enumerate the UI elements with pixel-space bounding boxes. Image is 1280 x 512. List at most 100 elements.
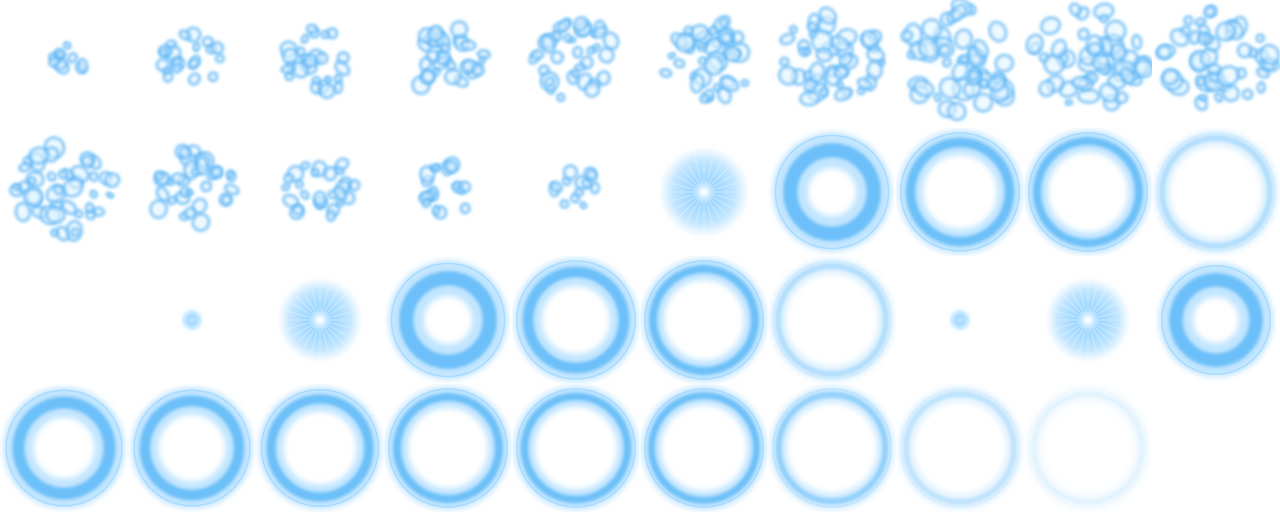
bubble xyxy=(188,72,201,86)
bubble xyxy=(1203,5,1216,19)
bubble-cluster xyxy=(659,15,750,104)
sprite-frame-17 xyxy=(896,128,1024,256)
bubble xyxy=(778,65,798,86)
sprite-frame-graphic xyxy=(659,147,749,237)
sprite-frame-graphic xyxy=(659,15,750,104)
burst-ray xyxy=(1072,319,1089,347)
sprite-frame-graphic xyxy=(155,26,225,86)
bubble xyxy=(313,190,327,206)
bubble xyxy=(221,194,233,206)
bubble xyxy=(459,202,471,214)
bubble xyxy=(574,63,586,72)
bubble xyxy=(708,25,718,37)
bubble xyxy=(1077,28,1090,41)
sprite-frame-graphic xyxy=(948,308,972,332)
bubble xyxy=(319,83,336,99)
sprite-frame-23 xyxy=(384,256,512,384)
shock-ring xyxy=(3,387,125,509)
sprite-frame-graphic xyxy=(770,258,894,382)
burst-ray xyxy=(319,311,350,321)
sprite-frame-graphic xyxy=(1026,130,1150,254)
sprite-frame-34 xyxy=(512,384,640,512)
sprite-frame-29 xyxy=(1152,256,1280,384)
bubble xyxy=(303,53,318,68)
bubble-cluster xyxy=(778,6,886,106)
bubble xyxy=(295,180,304,189)
bubble xyxy=(933,92,942,102)
sprite-frame-graphic xyxy=(1158,262,1274,378)
ring-core xyxy=(520,392,632,504)
burst-ray xyxy=(278,308,321,321)
burst-ray xyxy=(1061,319,1089,347)
bubble xyxy=(667,52,676,60)
bubble xyxy=(719,76,740,92)
burst-ray xyxy=(319,285,341,321)
energy-burst xyxy=(948,308,972,332)
bubble xyxy=(57,169,69,180)
bubble xyxy=(789,25,798,34)
burst-ray xyxy=(1050,319,1089,331)
bubble xyxy=(281,183,291,192)
burst-ray xyxy=(672,183,705,193)
sprite-frame-7 xyxy=(896,0,1024,128)
ring-outer-edge xyxy=(133,389,251,507)
ring-outer-edge xyxy=(772,260,892,380)
burst-ray xyxy=(1071,292,1089,321)
bubble xyxy=(921,18,942,39)
bubble xyxy=(592,26,608,39)
sprite-frame-graphic xyxy=(769,385,895,511)
bubble xyxy=(192,42,201,52)
sprite-frame-graphic xyxy=(131,387,253,509)
bubble xyxy=(1131,34,1143,50)
burst-ray xyxy=(687,164,705,193)
bubble xyxy=(310,167,320,178)
burst-ray xyxy=(1087,319,1109,356)
sprite-frame-graphic xyxy=(258,386,382,510)
ring-core xyxy=(392,392,504,504)
ring-core xyxy=(1032,136,1144,248)
bubble xyxy=(1216,65,1240,87)
burst-ray xyxy=(703,191,714,227)
ring-core xyxy=(1159,135,1273,249)
bubble xyxy=(557,18,571,33)
sprite-frame-13 xyxy=(384,128,512,256)
sprite-frame-33 xyxy=(384,384,512,512)
bubble xyxy=(1222,84,1240,102)
bubble xyxy=(866,60,883,80)
bubble xyxy=(779,56,790,67)
bubble xyxy=(584,81,601,98)
burst-glow xyxy=(948,308,972,332)
burst-ray xyxy=(1087,286,1098,321)
bubble xyxy=(802,47,812,56)
bubble xyxy=(191,212,210,232)
bubble xyxy=(471,64,485,77)
bubble xyxy=(562,164,578,181)
ring-outer-edge xyxy=(644,388,764,508)
sprite-frame-8 xyxy=(1024,0,1152,128)
sprite-frame-graphic xyxy=(48,41,89,75)
bubble xyxy=(210,41,224,55)
sprite-frame-graphic xyxy=(1155,5,1280,111)
sprite-frame-12 xyxy=(256,128,384,256)
burst-ray xyxy=(668,171,705,193)
bubble xyxy=(540,34,556,54)
bubble xyxy=(149,199,168,219)
ring-core xyxy=(775,263,889,377)
bubble xyxy=(14,202,31,222)
bubble xyxy=(1025,33,1044,55)
bubble xyxy=(1183,15,1194,26)
burst-ray xyxy=(319,285,330,321)
energy-burst xyxy=(277,277,363,363)
burst-ray xyxy=(298,319,321,342)
burst-glow xyxy=(659,147,749,237)
bubble xyxy=(1202,35,1211,44)
bubble xyxy=(1214,92,1223,103)
bubble xyxy=(211,166,223,178)
bubble xyxy=(185,189,194,196)
bubble xyxy=(1071,76,1090,89)
burst-ray xyxy=(703,168,728,193)
shock-ring xyxy=(386,386,510,510)
burst-ray xyxy=(703,191,743,215)
shock-ring xyxy=(1026,130,1150,254)
shock-ring xyxy=(898,130,1022,254)
